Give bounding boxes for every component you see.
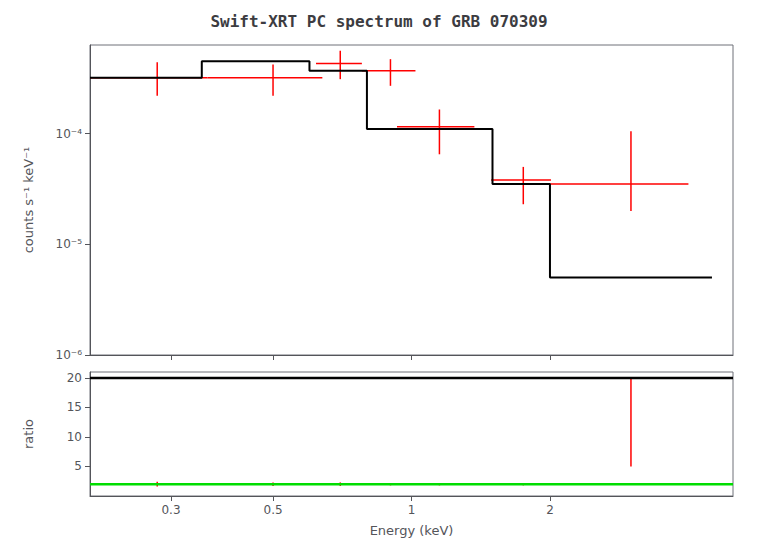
svg-text:0.5: 0.5 bbox=[263, 503, 282, 517]
svg-text:15: 15 bbox=[67, 400, 82, 414]
svg-text:Swift-XRT PC spectrum of GRB 0: Swift-XRT PC spectrum of GRB 070309 bbox=[210, 12, 547, 31]
svg-text:10⁻⁴: 10⁻⁴ bbox=[56, 127, 83, 141]
svg-text:2: 2 bbox=[546, 503, 554, 517]
svg-text:1: 1 bbox=[408, 503, 416, 517]
svg-text:Energy (keV): Energy (keV) bbox=[370, 523, 454, 538]
svg-text:10⁻⁵: 10⁻⁵ bbox=[56, 237, 83, 251]
svg-text:ratio: ratio bbox=[21, 419, 36, 449]
svg-text:10: 10 bbox=[67, 430, 82, 444]
svg-text:counts s⁻¹ keV⁻¹: counts s⁻¹ keV⁻¹ bbox=[21, 147, 36, 254]
svg-text:5: 5 bbox=[74, 459, 82, 473]
svg-text:10⁻⁶: 10⁻⁶ bbox=[56, 348, 83, 362]
svg-text:0.3: 0.3 bbox=[161, 503, 180, 517]
svg-text:20: 20 bbox=[67, 371, 82, 385]
